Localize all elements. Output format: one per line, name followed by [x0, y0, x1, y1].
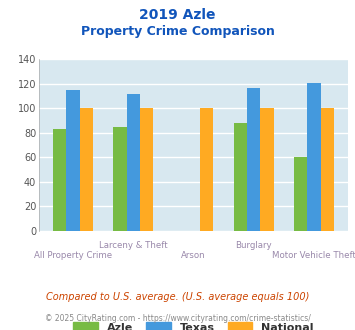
Text: All Property Crime: All Property Crime: [34, 250, 112, 260]
Legend: Azle, Texas, National: Azle, Texas, National: [73, 322, 314, 330]
Bar: [200, 109, 213, 231]
Bar: [127, 94, 140, 231]
Text: Compared to U.S. average. (U.S. average equals 100): Compared to U.S. average. (U.S. average …: [46, 292, 309, 302]
Bar: [321, 109, 334, 231]
Text: Motor Vehicle Theft: Motor Vehicle Theft: [272, 250, 355, 260]
Bar: [260, 109, 274, 231]
Text: 2019 Azle: 2019 Azle: [139, 8, 216, 22]
Text: Property Crime Comparison: Property Crime Comparison: [81, 25, 274, 38]
Text: Arson: Arson: [181, 250, 206, 260]
Text: © 2025 CityRating.com - https://www.cityrating.com/crime-statistics/: © 2025 CityRating.com - https://www.city…: [45, 314, 310, 323]
Bar: [140, 109, 153, 231]
Bar: [294, 157, 307, 231]
Bar: [113, 127, 127, 231]
Bar: [247, 87, 260, 231]
Bar: [307, 83, 321, 231]
Text: Burglary: Burglary: [235, 241, 272, 250]
Text: Larceny & Theft: Larceny & Theft: [99, 241, 168, 250]
Bar: [53, 129, 66, 231]
Bar: [66, 90, 80, 231]
Bar: [80, 109, 93, 231]
Bar: [234, 123, 247, 231]
